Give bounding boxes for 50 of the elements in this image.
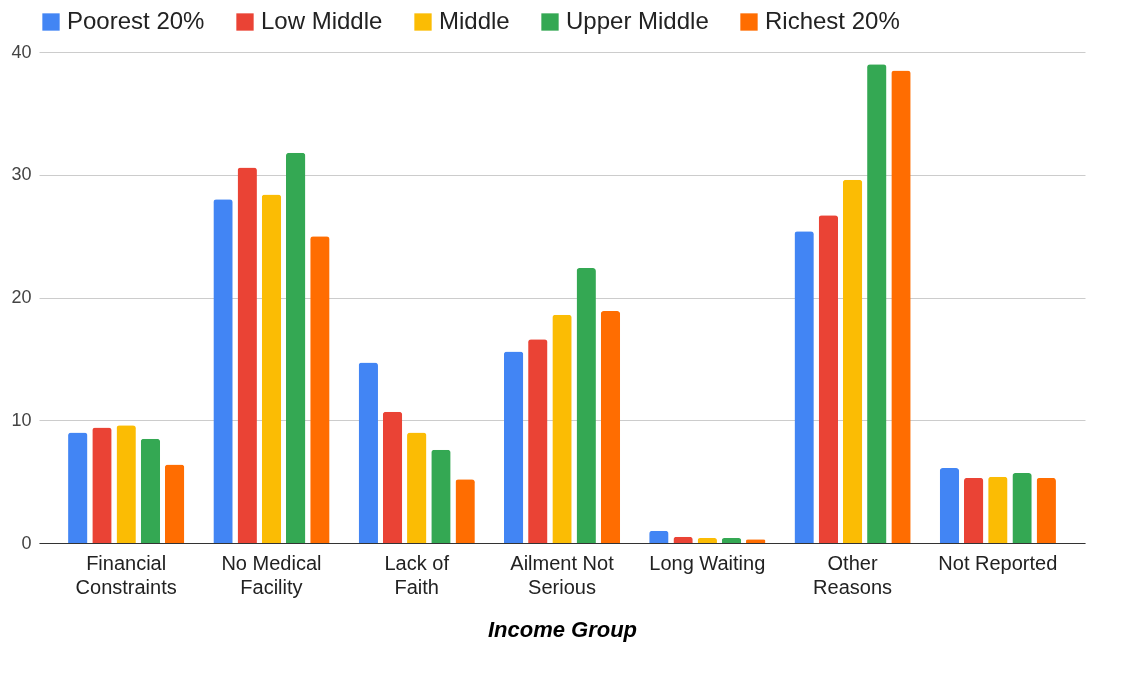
bar <box>140 438 161 543</box>
bar <box>310 236 330 543</box>
bar <box>867 64 887 543</box>
x-tick-label: Long Waiting <box>649 551 766 574</box>
bar <box>92 427 112 543</box>
y-tick-label: 0 <box>21 532 32 553</box>
bar <box>1036 477 1056 543</box>
legend-label: Richest 20% <box>765 7 900 34</box>
bar <box>721 538 742 543</box>
bar <box>988 476 1008 543</box>
bar <box>407 432 427 543</box>
legend-label: Poorest 20% <box>67 7 205 34</box>
bar <box>431 449 451 543</box>
legend-label: Low Middle <box>261 7 383 34</box>
x-tick-label: No Medical Facility <box>221 551 322 598</box>
bar <box>818 215 839 543</box>
bar <box>455 479 475 543</box>
x-tick-label: Other Reasons <box>813 551 893 598</box>
y-tick-label: 20 <box>11 287 32 307</box>
bar <box>164 464 185 543</box>
x-tick-label: Financial Constraints <box>75 551 177 598</box>
bar <box>68 432 88 543</box>
bar <box>382 411 403 543</box>
x-tick-label: Lack of Faith <box>384 551 450 598</box>
x-tick-label: Ailment Not Serious <box>510 551 615 598</box>
bar <box>794 231 814 543</box>
bar <box>237 167 257 543</box>
bar <box>503 351 524 543</box>
bar <box>891 70 911 543</box>
y-tick-label: 10 <box>11 409 32 430</box>
bar <box>939 468 960 543</box>
y-tick-label: 40 <box>11 41 32 62</box>
legend-label: Middle <box>439 7 510 34</box>
bar <box>600 311 621 543</box>
bar <box>697 538 717 543</box>
bar <box>116 425 136 543</box>
x-tick-label: Not Reported <box>938 551 1058 574</box>
x-axis-title: Income Group <box>487 616 638 642</box>
bar <box>213 199 233 543</box>
bar <box>261 194 282 543</box>
bar <box>552 314 572 543</box>
bar <box>576 268 596 543</box>
bar <box>1012 473 1032 543</box>
bar <box>528 339 548 543</box>
y-tick-label: 30 <box>11 164 32 185</box>
bar <box>285 152 306 543</box>
bar <box>358 362 378 543</box>
bar <box>963 477 984 543</box>
legend-label: Upper Middle <box>566 7 709 34</box>
bar <box>842 179 863 543</box>
